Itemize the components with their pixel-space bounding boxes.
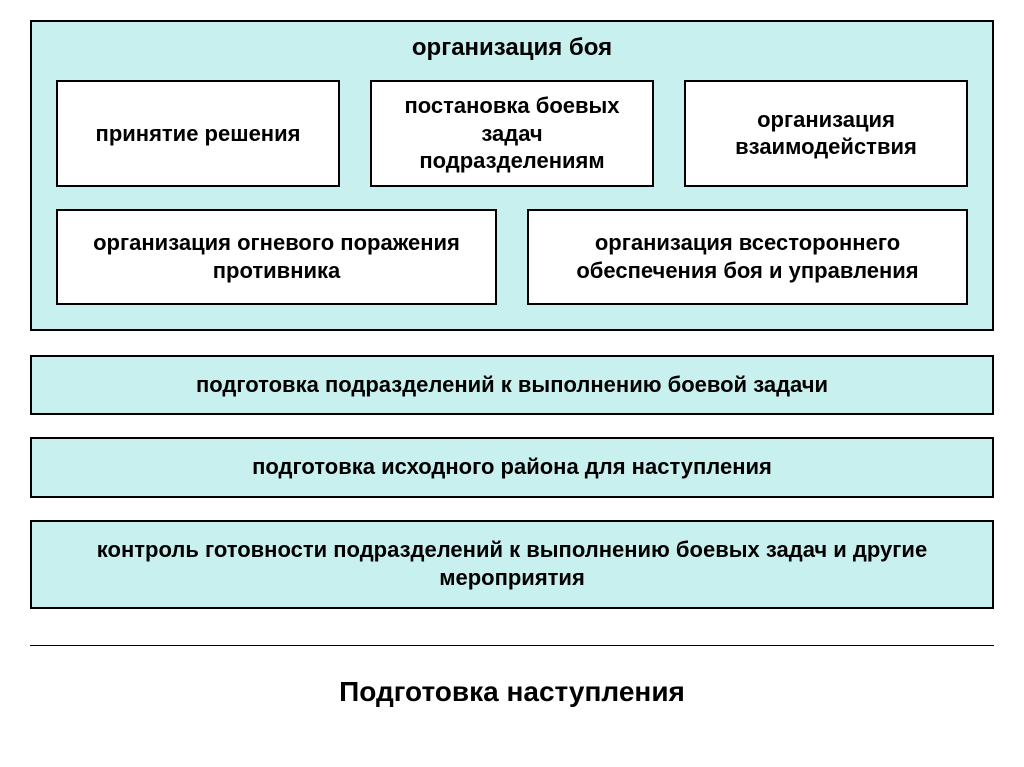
box-interaction: организация взаимодействия (684, 80, 968, 187)
box-fire-org: организация огневого поражения противник… (56, 209, 497, 305)
main-group: организация боя принятие решения постано… (30, 20, 994, 331)
row-1: принятие решения постановка боевых задач… (56, 80, 968, 187)
divider (30, 645, 994, 646)
row-2: организация огневого поражения противник… (56, 209, 968, 305)
bar-readiness-control: контроль готовности подразделений к выпо… (30, 520, 994, 609)
bar-preparation-units: подготовка подразделений к выполнению бо… (30, 355, 994, 416)
main-group-title: организация боя (56, 34, 968, 62)
box-decision: принятие решения (56, 80, 340, 187)
bar-preparation-area: подготовка исходного района для наступле… (30, 437, 994, 498)
box-support-org: организация всестороннего обеспечения бо… (527, 209, 968, 305)
box-tasks: постановка боевых задач подразделениям (370, 80, 654, 187)
footer-title: Подготовка наступления (30, 676, 994, 708)
